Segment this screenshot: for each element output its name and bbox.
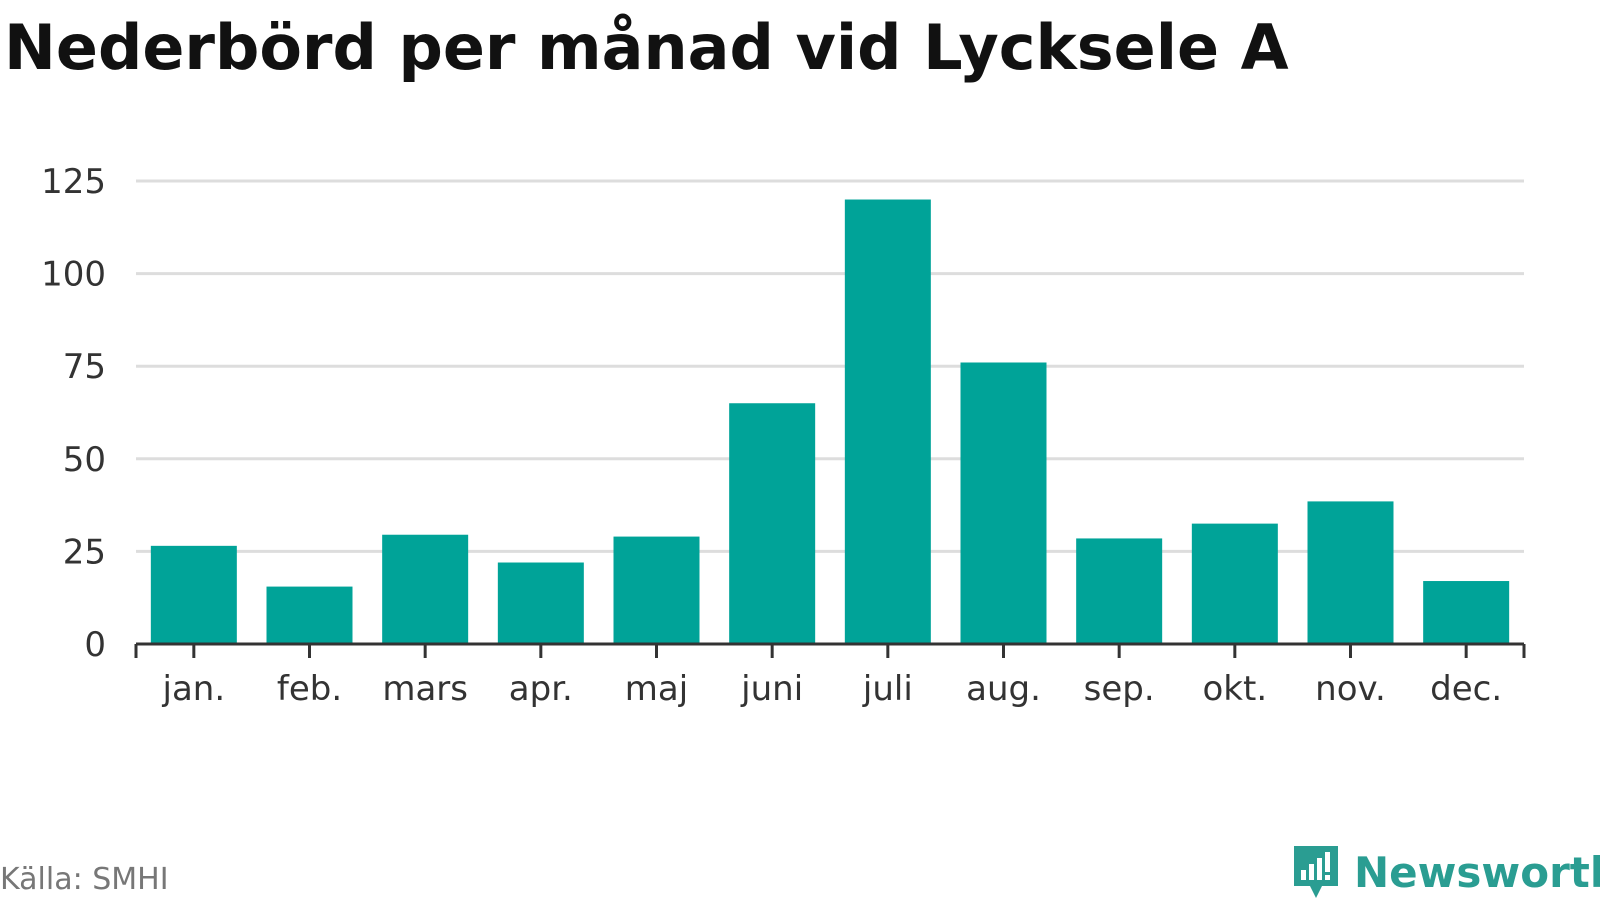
brand-name: Newsworthy — [1354, 847, 1600, 897]
x-tick-label: mars — [382, 669, 468, 709]
bar-9 — [1191, 523, 1278, 644]
bar-0 — [150, 545, 237, 644]
brand-logo[interactable]: Newsworthy — [1290, 842, 1600, 902]
source-note: Källa: SMHI — [0, 862, 169, 897]
newsworthy-logo-icon — [1294, 846, 1338, 898]
x-tick-label: maj — [625, 669, 688, 709]
x-tick-label: okt. — [1203, 669, 1268, 709]
x-tick-label: juni — [740, 669, 803, 709]
x-tick-label: nov. — [1315, 669, 1386, 709]
y-tick-label: 75 — [63, 347, 106, 387]
bars — [150, 199, 1510, 644]
x-tick-label: sep. — [1084, 669, 1155, 709]
x-axis — [134, 642, 1526, 658]
x-tick-label: aug. — [966, 669, 1041, 709]
bar-1 — [266, 586, 353, 644]
x-axis-tick-labels: jan. feb. mars apr. maj juni juli aug. sep. okt. n… — [162, 669, 1503, 709]
bar-10 — [1307, 501, 1394, 644]
x-tick-label: juli — [862, 669, 913, 709]
bar-8 — [1076, 538, 1163, 644]
y-axis-tick-labels: 0 25 50 75 100 125 — [41, 162, 106, 665]
bar-7 — [960, 362, 1047, 644]
bar-3 — [497, 562, 584, 644]
x-tick-label: dec. — [1430, 669, 1502, 709]
bar-11 — [1423, 581, 1510, 644]
x-tick-label: jan. — [162, 669, 226, 709]
y-tick-label: 0 — [84, 625, 106, 665]
chart-title: Nederbörd per månad vid Lycksele A — [4, 11, 1289, 84]
y-tick-label: 125 — [41, 162, 106, 202]
y-tick-label: 25 — [63, 532, 106, 572]
x-tick-label: feb. — [277, 669, 342, 709]
y-tick-label: 100 — [41, 255, 106, 295]
y-tick-label: 50 — [63, 440, 106, 480]
bar-6 — [844, 199, 931, 644]
x-tick-label: apr. — [509, 669, 573, 709]
bar-4 — [613, 536, 700, 644]
bar-5 — [729, 403, 816, 644]
gridlines — [136, 179, 1524, 553]
bar-2 — [382, 534, 469, 644]
